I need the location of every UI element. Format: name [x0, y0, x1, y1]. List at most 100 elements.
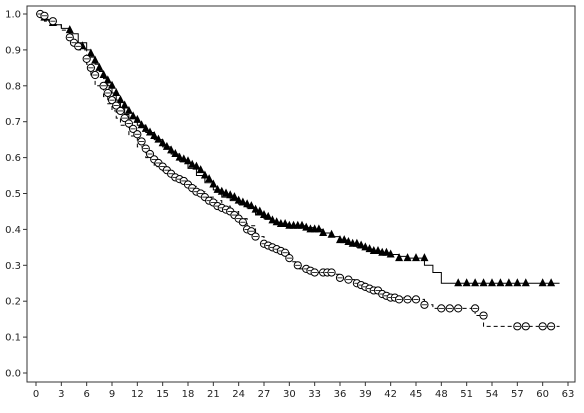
- y-tick-label: 0.5: [5, 189, 21, 200]
- y-tick-label: 0.6: [5, 153, 21, 164]
- triangle-marker: [192, 161, 201, 170]
- triangle-marker: [319, 227, 328, 236]
- triangle-marker: [513, 278, 522, 287]
- triangle-marker: [108, 80, 116, 89]
- x-tick-label: 51: [460, 389, 473, 400]
- y-tick-label: 0.2: [5, 297, 21, 308]
- triangle-marker: [230, 192, 239, 201]
- x-tick-label: 57: [511, 389, 524, 400]
- triangle-marker: [272, 217, 281, 226]
- triangle-marker: [382, 247, 391, 256]
- y-tick-label: 0.1: [5, 333, 21, 344]
- triangle-marker: [213, 184, 222, 193]
- y-tick-label: 0.4: [5, 225, 21, 236]
- x-tick-label: 63: [562, 389, 575, 400]
- triangle-marker: [65, 25, 74, 34]
- triangle-marker: [99, 70, 108, 79]
- triangle-marker: [200, 170, 209, 179]
- triangle-marker: [302, 222, 311, 231]
- triangle-marker: [255, 206, 264, 215]
- triangle-marker: [504, 278, 513, 287]
- triangle-marker: [184, 156, 192, 165]
- x-tick-label: 15: [156, 389, 169, 400]
- x-tick-label: 60: [536, 389, 549, 400]
- triangle-marker: [120, 100, 129, 109]
- series-line: [36, 13, 560, 327]
- triangle-marker: [103, 75, 112, 84]
- x-tick-label: 27: [258, 389, 271, 400]
- x-tick-label: 42: [384, 389, 397, 400]
- triangle-marker: [243, 199, 252, 208]
- triangle-marker: [547, 278, 556, 287]
- y-tick-label: 0.9: [5, 45, 21, 56]
- triangle-marker: [133, 114, 142, 123]
- triangle-marker: [238, 197, 247, 206]
- triangle-marker: [386, 249, 395, 258]
- triangle-marker: [124, 105, 133, 114]
- triangle-marker: [462, 278, 471, 287]
- y-tick-label: 0.0: [5, 369, 21, 380]
- x-tick-label: 45: [410, 389, 423, 400]
- x-tick-label: 30: [283, 389, 296, 400]
- triangle-marker: [175, 152, 184, 161]
- y-tick-label: 1.0: [5, 10, 21, 21]
- x-tick-label: 54: [486, 389, 499, 400]
- x-tick-label: 12: [131, 389, 144, 400]
- x-tick-label: 9: [109, 389, 115, 400]
- series-layer: [36, 9, 560, 331]
- x-tick-label: 6: [83, 389, 89, 400]
- series-circle: [36, 9, 560, 331]
- plot-frame: [26, 5, 576, 383]
- triangle-marker: [141, 123, 150, 132]
- triangle-marker: [95, 62, 104, 71]
- triangle-marker: [217, 186, 226, 195]
- x-tick-label: 36: [334, 389, 347, 400]
- triangle-marker: [352, 238, 361, 247]
- triangle-marker: [205, 174, 214, 183]
- triangle-marker: [150, 131, 159, 140]
- triangle-marker: [327, 229, 336, 238]
- triangle-marker: [179, 154, 188, 163]
- triangle-marker: [171, 149, 180, 158]
- x-tick-label: 21: [207, 389, 220, 400]
- triangle-marker: [395, 253, 404, 262]
- triangle-marker: [521, 278, 530, 287]
- triangle-marker: [420, 253, 429, 262]
- triangle-marker: [158, 138, 167, 147]
- triangle-marker: [314, 224, 323, 233]
- triangle-marker: [247, 201, 256, 210]
- x-tick-label: 39: [359, 389, 372, 400]
- triangle-marker: [234, 195, 243, 204]
- y-tick-label: 0.8: [5, 81, 21, 92]
- triangle-marker: [298, 220, 306, 229]
- triangle-marker: [222, 188, 230, 197]
- x-tick-label: 3: [58, 389, 64, 400]
- triangle-marker: [268, 215, 277, 224]
- x-tick-label: 24: [232, 389, 245, 400]
- triangle-marker: [281, 219, 290, 228]
- triangle-marker: [91, 55, 100, 64]
- triangle-marker: [167, 145, 176, 154]
- triangle-marker: [162, 141, 171, 150]
- series-triangle: [36, 12, 560, 287]
- triangle-marker: [374, 245, 382, 254]
- x-tick-label: 33: [308, 389, 321, 400]
- triangle-marker: [344, 236, 353, 245]
- triangle-marker: [403, 253, 412, 262]
- triangle-marker: [196, 165, 205, 174]
- triangle-marker: [488, 278, 496, 287]
- triangle-marker: [251, 204, 260, 213]
- x-tick-label: 18: [182, 389, 195, 400]
- triangle-marker: [137, 120, 146, 129]
- triangle-marker: [129, 111, 138, 120]
- triangle-marker: [209, 179, 218, 188]
- triangle-marker: [260, 210, 268, 219]
- triangle-marker: [86, 48, 95, 57]
- triangle-marker: [365, 244, 374, 253]
- triangle-marker: [116, 95, 125, 104]
- triangle-marker: [154, 134, 163, 143]
- triangle-marker: [226, 190, 235, 199]
- y-tick-label: 0.7: [5, 117, 21, 128]
